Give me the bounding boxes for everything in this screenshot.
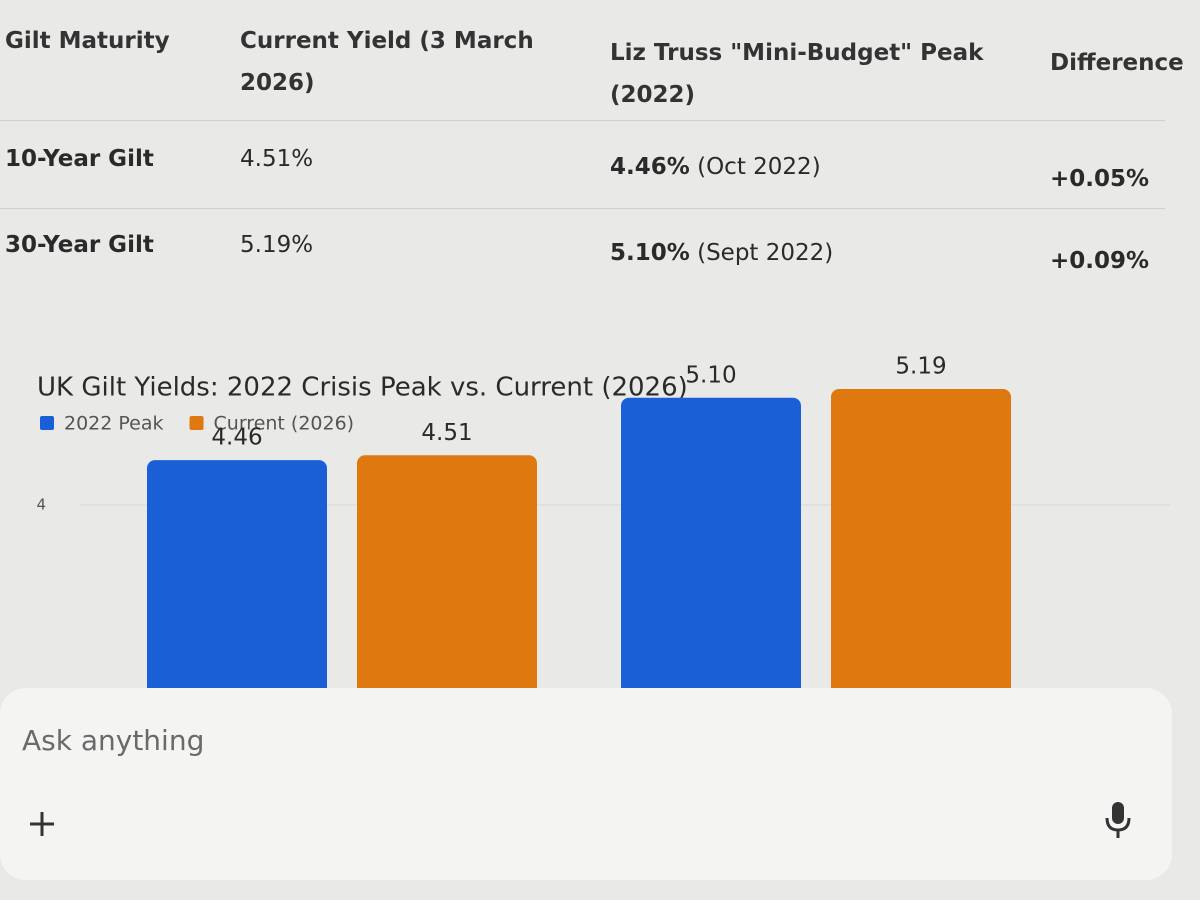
chart: UK Gilt Yields: 2022 Crisis Peak vs. Cur… [36,353,1170,700]
y-tick-label: 4 [36,496,46,514]
bar [147,460,327,700]
peak-value: 4.46% [610,154,690,180]
table-cell: 4.51% [240,146,314,172]
chat-input[interactable]: Ask anything [0,688,1172,880]
peak-value: 5.10% [610,240,690,266]
value-label: 5.10 [685,362,736,388]
header-cell: Gilt Maturity [5,28,170,54]
row-divider [0,120,1165,121]
table-cell: 5.19% [240,232,314,258]
table-cell: 10-Year Gilt [5,146,154,172]
value-label: 4.46 [211,425,262,451]
table-cell: +0.05% [1050,166,1150,192]
header-cell: Liz Truss "Mini-Budget" Peak (2022) [610,40,984,108]
bar [621,397,801,700]
legend-swatch [40,416,54,430]
bar [831,388,1011,700]
table-cell: 5.10% (Sept 2022) [610,232,833,274]
chart-title: UK Gilt Yields: 2022 Crisis Peak vs. Cur… [37,373,688,403]
legend-label: Current (2026) [214,413,355,435]
peak-date: (Oct 2022) [697,154,821,180]
mic-button[interactable] [1098,798,1138,842]
row-divider [0,208,1165,209]
bar [357,455,537,700]
table-cell: +0.09% [1050,248,1150,274]
value-label: 4.51 [421,420,472,446]
add-button[interactable] [22,804,62,844]
table-cell: 4.46% (Oct 2022) [610,146,821,188]
header-cell: Current Yield (3 March 2026) [240,28,534,96]
legend-swatch [189,416,204,430]
table-cell: 30-Year Gilt [5,232,154,258]
header-cell: Difference [1050,50,1184,76]
value-label: 5.19 [895,353,946,379]
legend-label: 2022 Peak [64,413,164,435]
peak-date: (Sept 2022) [697,240,834,266]
input-placeholder[interactable]: Ask anything [22,724,205,757]
